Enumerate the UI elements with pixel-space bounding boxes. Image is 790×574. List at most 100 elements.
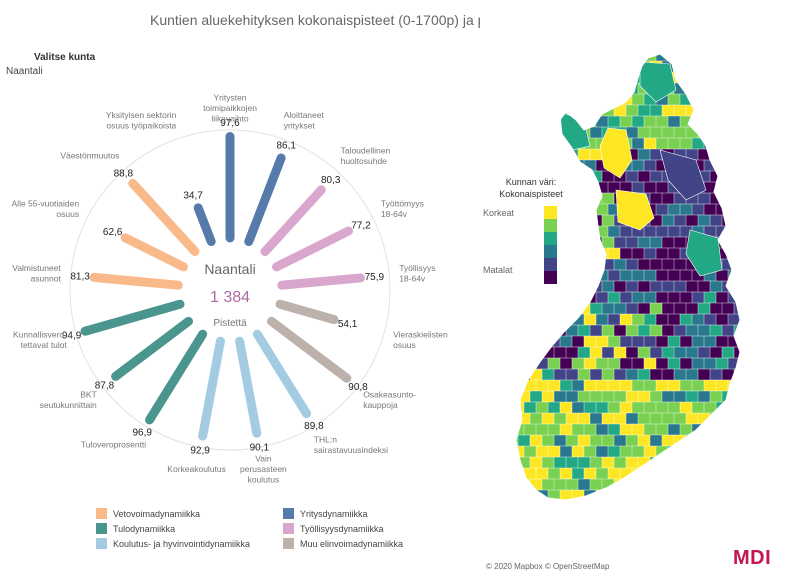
map-municipality[interactable] [607,357,621,370]
map-municipality[interactable] [577,104,591,117]
map-municipality[interactable] [746,413,755,424]
map-municipality[interactable] [595,50,609,62]
map-municipality[interactable] [739,357,752,370]
map-municipality[interactable] [613,280,627,293]
map-municipality[interactable] [506,412,519,425]
map-municipality[interactable] [739,335,752,348]
map-municipality[interactable] [583,423,597,436]
map-municipality[interactable] [685,478,699,491]
map-municipality[interactable] [517,104,531,117]
map-municipality[interactable] [512,335,525,348]
map-municipality[interactable] [691,71,705,84]
map-municipality[interactable] [746,237,755,248]
map-municipality[interactable] [649,368,663,381]
map-municipality[interactable] [619,445,633,458]
map-municipality[interactable] [547,181,561,194]
map-municipality[interactable] [541,258,555,271]
map-municipality[interactable] [589,456,603,469]
map-municipality[interactable] [529,390,543,403]
map-municipality[interactable] [595,467,609,480]
map-municipality[interactable] [541,478,555,491]
map-municipality[interactable] [721,412,735,425]
map-municipality[interactable] [571,423,585,436]
map-municipality[interactable] [595,247,609,260]
map-municipality[interactable] [547,401,561,414]
map-municipality[interactable] [697,214,711,227]
map-municipality[interactable] [577,170,591,183]
map-municipality[interactable] [661,192,675,205]
map-municipality[interactable] [547,203,561,216]
map-municipality[interactable] [649,126,663,139]
map-municipality[interactable] [721,346,735,359]
map-municipality[interactable] [643,335,657,348]
map-municipality[interactable] [517,82,531,95]
map-municipality[interactable] [583,401,597,414]
map-municipality[interactable] [559,269,573,282]
map-municipality[interactable] [691,467,705,480]
map-municipality[interactable] [529,214,543,227]
map-municipality[interactable] [661,412,675,425]
map-municipality[interactable] [662,501,674,512]
map-municipality[interactable] [661,126,675,139]
map-municipalities[interactable] [500,50,755,512]
map-municipality[interactable] [607,247,621,260]
map-region[interactable] [559,111,591,151]
map-municipality[interactable] [746,391,755,402]
map-municipality[interactable] [619,291,633,304]
map-municipality[interactable] [715,181,729,194]
map-municipality[interactable] [637,412,651,425]
map-municipality[interactable] [614,501,626,512]
map-municipality[interactable] [631,489,645,501]
map-municipality[interactable] [721,170,735,183]
map-municipality[interactable] [601,346,615,359]
map-municipality[interactable] [619,115,633,128]
map-municipality[interactable] [512,379,525,392]
map-municipality[interactable] [631,445,645,458]
map-municipality[interactable] [727,93,740,106]
map-municipality[interactable] [583,181,597,194]
map-municipality[interactable] [512,50,525,62]
map-municipality[interactable] [667,115,681,128]
map-municipality[interactable] [535,467,549,480]
map-municipality[interactable] [746,61,755,72]
map-municipality[interactable] [535,137,549,150]
map-municipality[interactable] [649,280,663,293]
map-municipality[interactable] [746,105,755,116]
map-municipality[interactable] [643,247,657,260]
map-municipality[interactable] [559,313,573,326]
map-municipality[interactable] [541,434,555,447]
map-municipality[interactable] [553,390,567,403]
map-municipality[interactable] [721,368,735,381]
map-municipality[interactable] [625,126,639,139]
map-municipality[interactable] [607,401,621,414]
map-municipality[interactable] [541,412,555,425]
map-municipality[interactable] [517,126,531,139]
map-municipality[interactable] [643,423,657,436]
map-municipality[interactable] [583,225,597,238]
map-municipality[interactable] [541,82,555,95]
map-municipality[interactable] [649,104,663,117]
map-municipality[interactable] [715,71,729,84]
map-municipality[interactable] [697,82,711,95]
map-municipality[interactable] [583,467,597,480]
map-municipality[interactable] [517,192,531,205]
map-region[interactable] [615,189,655,231]
map-municipality[interactable] [523,93,537,106]
map-municipality[interactable] [500,116,512,127]
map-municipality[interactable] [685,434,699,447]
map-municipality[interactable] [691,357,705,370]
map-municipality[interactable] [589,82,603,95]
map-municipality[interactable] [529,82,543,95]
map-municipality[interactable] [535,115,549,128]
map-municipality[interactable] [746,303,755,314]
map-municipality[interactable] [685,302,699,315]
map-municipality[interactable] [709,390,723,403]
map-municipality[interactable] [500,226,512,237]
map-municipality[interactable] [679,467,693,480]
map-municipality[interactable] [673,104,687,117]
map-municipality[interactable] [649,258,663,271]
map-municipality[interactable] [553,346,567,359]
map-municipality[interactable] [571,181,585,194]
map-municipality[interactable] [589,236,603,249]
map-municipality[interactable] [709,280,723,293]
